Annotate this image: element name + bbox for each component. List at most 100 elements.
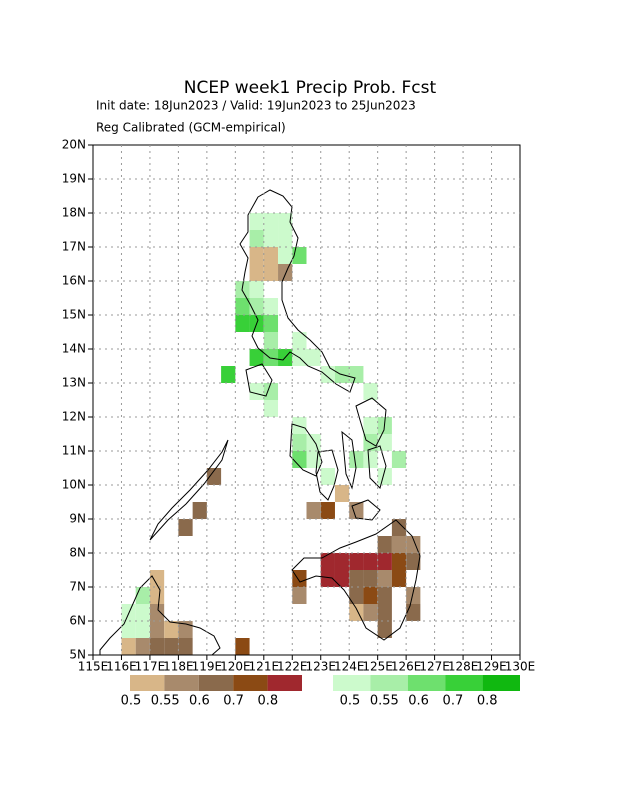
dry-cell	[320, 502, 335, 519]
wet-cell	[263, 213, 279, 230]
wet-cell	[320, 366, 335, 383]
wet-cell	[278, 247, 293, 264]
wet-legend-swatch	[333, 675, 371, 691]
wet-cell	[263, 298, 279, 315]
coastlines	[99, 189, 421, 656]
x-tick-label: 130E	[505, 660, 536, 674]
subtitle: Init date: 18Jun2023 / Valid: 19Jun2023 …	[96, 99, 416, 113]
wet-cell	[263, 383, 279, 400]
dry-cell	[121, 638, 136, 655]
dry-cell	[349, 587, 364, 604]
x-tick-label: 119E	[192, 660, 223, 674]
dry-legend-swatch	[198, 675, 234, 691]
dry-cell	[135, 638, 150, 655]
x-tick-label: 129E	[476, 660, 507, 674]
dry-cell	[377, 587, 392, 604]
dry-cell	[249, 264, 264, 281]
wet-cell	[249, 383, 264, 400]
dry-cell	[235, 638, 250, 655]
x-tick-label: 126E	[391, 660, 422, 674]
dry-cell	[334, 553, 350, 570]
dry-cell	[164, 638, 179, 655]
wet-legend-label: 0.8	[477, 694, 498, 709]
dry-cell	[292, 570, 307, 587]
dry-cell	[377, 570, 392, 587]
x-tick-label: 117E	[135, 660, 166, 674]
x-tick-label: 120E	[220, 660, 251, 674]
dry-cell	[363, 604, 378, 621]
y-tick-label: 11N	[62, 444, 86, 458]
wet-cell	[263, 315, 279, 332]
dry-cell	[178, 519, 193, 536]
x-tick-label: 115E	[78, 660, 109, 674]
x-tick-label: 127E	[419, 660, 450, 674]
wet-legend-label: 0.7	[443, 694, 464, 709]
wet-legend-swatch	[482, 675, 520, 691]
dry-cell	[192, 502, 207, 519]
y-tick-label: 20N	[62, 138, 86, 152]
dry-cell	[278, 264, 293, 281]
wet-cell	[263, 230, 279, 247]
wet-cell	[249, 230, 264, 247]
wet-cell	[249, 213, 264, 230]
wet-cell	[135, 587, 150, 604]
dry-cell	[391, 553, 407, 570]
dry-cell	[363, 587, 378, 604]
y-tick-label: 8N	[69, 546, 86, 560]
dry-cell	[406, 553, 421, 570]
dry-legend-label: 0.6	[189, 694, 210, 709]
dry-cell	[334, 570, 350, 587]
dry-cell	[292, 587, 307, 604]
wet-cell	[349, 366, 364, 383]
y-tick-label: 16N	[62, 274, 86, 288]
dry-cell	[363, 553, 378, 570]
map-frame	[92, 144, 521, 656]
wet-legend-swatch	[407, 675, 446, 691]
dry-cell	[149, 604, 165, 621]
wet-cell	[320, 468, 335, 485]
dry-legend-swatch	[164, 675, 199, 691]
wet-cell	[363, 451, 378, 468]
wet-cell	[391, 451, 407, 468]
dry-legend-label: 0.55	[151, 694, 180, 709]
wet-legend-label: 0.6	[408, 694, 429, 709]
dry-legend-label: 0.8	[257, 694, 278, 709]
wet-cell	[235, 315, 250, 332]
dry-cell	[391, 536, 407, 553]
wet-cell	[292, 332, 307, 349]
wet-cell	[263, 332, 279, 349]
wet-legend-label: 0.55	[370, 694, 399, 709]
dry-cell	[178, 638, 193, 655]
dry-cell	[391, 519, 407, 536]
wet-cell	[278, 213, 293, 230]
y-tick-label: 5N	[69, 648, 86, 662]
y-tick-label: 14N	[62, 342, 86, 356]
wet-cell	[135, 621, 150, 638]
y-tick-label: 7N	[69, 580, 86, 594]
wet-cell	[292, 451, 307, 468]
wet-cell	[349, 451, 364, 468]
dry-cell	[149, 570, 165, 587]
dry-cell	[320, 570, 335, 587]
wet-cell	[249, 281, 264, 298]
x-tick-label: 123E	[305, 660, 336, 674]
wet-cell	[121, 621, 136, 638]
dry-cell	[334, 485, 350, 502]
dry-legend-swatch	[130, 675, 165, 691]
y-tick-label: 12N	[62, 410, 86, 424]
dry-cell	[263, 247, 279, 264]
wet-cell	[377, 434, 392, 451]
y-tick-label: 19N	[62, 172, 86, 186]
wet-cell	[235, 298, 250, 315]
dry-cell	[306, 502, 321, 519]
wet-cell	[306, 451, 321, 468]
wet-cell	[363, 383, 378, 400]
y-tick-label: 17N	[62, 240, 86, 254]
dry-cell	[391, 570, 407, 587]
dry-cell	[363, 570, 378, 587]
dry-cell	[320, 553, 335, 570]
dry-cell	[249, 247, 264, 264]
x-tick-label: 118E	[163, 660, 194, 674]
y-tick-label: 9N	[69, 512, 86, 526]
dry-cell	[263, 264, 279, 281]
